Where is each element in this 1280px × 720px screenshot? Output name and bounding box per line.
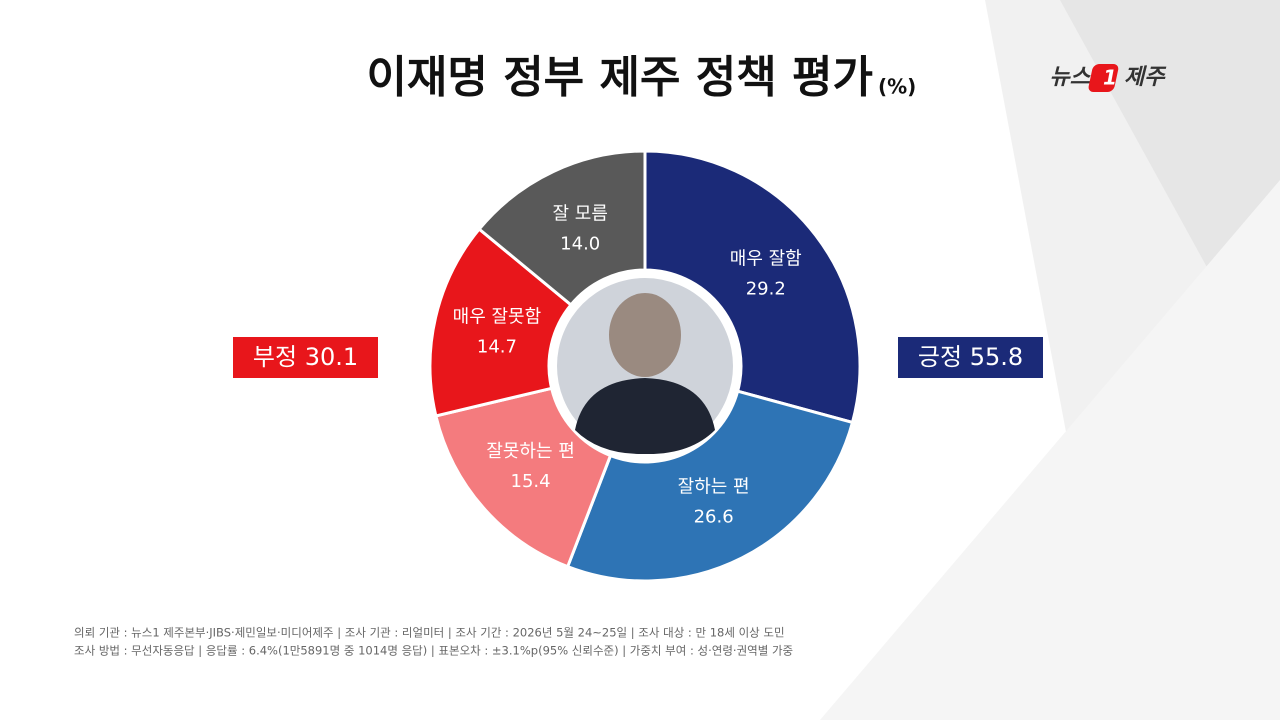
slice-label: 잘못하는 편: [486, 441, 575, 462]
summary-background: [898, 337, 1043, 378]
summary-value: 30.1: [305, 343, 358, 371]
logo-badge: [1088, 64, 1119, 92]
slice-label: 잘 모름: [553, 203, 608, 224]
summary-value: 55.8: [970, 343, 1023, 371]
unit-label: (%): [878, 75, 916, 99]
slice-value: 29.2: [746, 279, 786, 300]
slice-value: 14.0: [560, 233, 600, 254]
summary-background: [233, 337, 378, 378]
center-photo-placeholder: [548, 269, 742, 463]
summary-label: 긍정: [918, 343, 962, 371]
logo: 뉴스 1 제주: [1050, 64, 1167, 92]
slice-label: 잘하는 편: [678, 477, 750, 498]
chart-title: 이재명 정부 제주 정책 평가: [366, 52, 873, 103]
logo-text: 제주: [1124, 65, 1167, 90]
background-decoration: [820, 0, 1280, 720]
slice-value: 26.6: [694, 507, 734, 528]
summary-box: 부정 30.1: [233, 337, 378, 378]
footnotes: 의뢰 기관 : 뉴스1 제주본부·JIBS·제민일보·미디어제주 | 조사 기관…: [74, 626, 793, 658]
slice-value: 15.4: [511, 471, 551, 492]
slice-value: 14.7: [477, 337, 517, 358]
summary-box: 긍정 55.8: [898, 337, 1043, 378]
logo-number: 1: [1103, 66, 1117, 90]
footnote: 의뢰 기관 : 뉴스1 제주본부·JIBS·제민일보·미디어제주 | 조사 기관…: [74, 626, 785, 640]
summary-text: 긍정 55.8: [918, 343, 1023, 371]
slice-label: 매우 잘함: [730, 249, 802, 270]
footnote: 조사 방법 : 무선자동응답 | 응답률 : 6.4%(1만5891명 중 10…: [74, 644, 793, 658]
summary-text: 부정 30.1: [253, 343, 358, 371]
donut: 매우 잘함 29.2 잘하는 편 26.6 잘못하는 편 15.4 매우 잘못함 14.7 잘 …: [428, 149, 862, 583]
slice-label: 매우 잘못함: [453, 307, 542, 328]
summary-label: 부정: [253, 343, 297, 371]
logo-text: 뉴스: [1050, 65, 1092, 90]
